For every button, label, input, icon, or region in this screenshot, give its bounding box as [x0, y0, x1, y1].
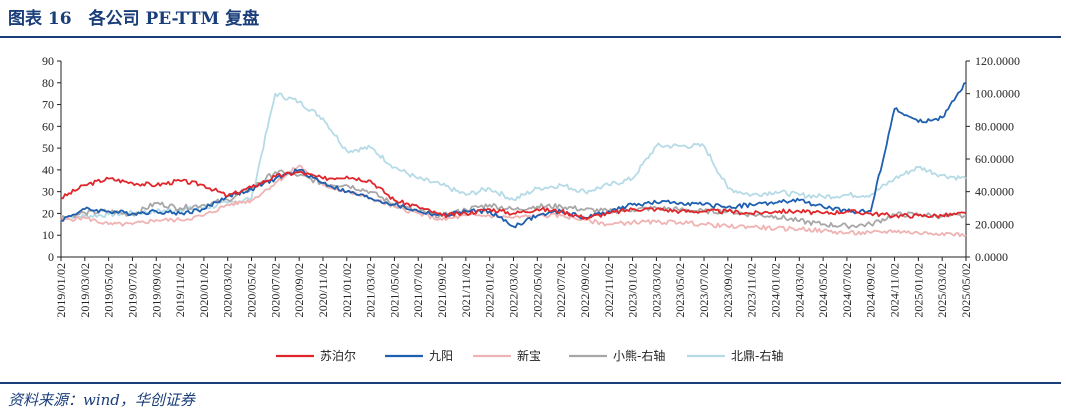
x-tick-label: 2019/11/02 — [173, 263, 187, 317]
x-tick-label: 2021/03/02 — [364, 263, 378, 318]
legend-label: 苏泊尔 — [320, 348, 356, 363]
x-tick-label: 2021/07/02 — [411, 263, 425, 318]
legend-label: 新宝 — [517, 348, 541, 363]
title-rule — [0, 36, 1061, 38]
left-tick-label: 50 — [42, 141, 54, 155]
x-tick-label: 2024/05/02 — [816, 263, 830, 318]
source-rule — [0, 382, 1061, 384]
legend-label: 北鼎-右轴 — [731, 348, 783, 363]
x-tick-label: 2025/03/02 — [935, 263, 949, 318]
x-tick-label: 2019/05/02 — [102, 263, 116, 318]
series-line-3 — [60, 164, 967, 238]
right-tick-label: 100.0000 — [975, 87, 1020, 101]
figure-title: 图表 16 各公司 PE-TTM 复盘 — [8, 9, 260, 29]
x-tick-label: 2024/03/02 — [792, 263, 806, 318]
x-tick-label: 2021/09/02 — [435, 263, 449, 318]
x-tick-label: 2020/01/02 — [197, 263, 211, 318]
right-tick-label: 0.0000 — [975, 250, 1008, 264]
series-line-5 — [60, 92, 967, 220]
left-tick-label: 70 — [42, 98, 54, 112]
x-tick-label: 2022/11/02 — [602, 263, 616, 317]
x-tick-label: 2020/09/02 — [292, 263, 306, 318]
x-tick-label: 2021/11/02 — [459, 263, 473, 317]
x-tick-label: 2024/09/02 — [864, 263, 878, 318]
x-tick-label: 2023/05/02 — [673, 263, 687, 318]
right-tick-label: 120.0000 — [975, 54, 1020, 68]
left-tick-label: 0 — [48, 250, 54, 264]
x-tick-label: 2020/05/02 — [245, 263, 259, 318]
x-tick-label: 2020/07/02 — [268, 263, 282, 318]
right-tick-label: 80.0000 — [975, 119, 1014, 133]
left-tick-label: 30 — [42, 185, 54, 199]
x-tick-label: 2021/05/02 — [387, 263, 401, 318]
right-tick-label: 60.0000 — [975, 152, 1014, 166]
series-line-1 — [60, 170, 967, 220]
x-tick-label: 2025/05/02 — [959, 263, 973, 318]
x-tick-label: 2022/09/02 — [578, 263, 592, 318]
x-tick-label: 2024/11/02 — [888, 263, 902, 317]
left-tick-label: 10 — [42, 228, 54, 242]
x-tick-label: 2019/03/02 — [78, 263, 92, 318]
x-tick-label: 2023/09/02 — [721, 263, 735, 318]
x-tick-label: 2023/03/02 — [649, 263, 663, 318]
x-tick-label: 2024/07/02 — [840, 263, 854, 318]
x-tick-label: 2020/03/02 — [221, 263, 235, 318]
left-tick-label: 20 — [42, 206, 54, 220]
x-tick-label: 2022/07/02 — [554, 263, 568, 318]
pe-ttm-chart: 0 10 20 30 40 50 60 70 80 90 0.0000 20.0000 40.0000 6… — [42, 54, 1020, 363]
legend-label: 小熊-右轴 — [613, 348, 665, 363]
x-tick-label: 2020/11/02 — [316, 263, 330, 317]
legend-label: 九阳 — [429, 349, 453, 363]
x-tick-label: 2023/11/02 — [745, 263, 759, 317]
left-tick-label: 80 — [42, 76, 54, 90]
x-tick-label: 2023/01/02 — [626, 263, 640, 318]
x-tick-label: 2019/09/02 — [149, 263, 163, 318]
x-tick-label: 2024/01/02 — [768, 263, 782, 318]
x-tick-label: 2019/01/02 — [54, 263, 68, 318]
right-tick-label: 20.0000 — [975, 217, 1014, 231]
x-tick-label: 2025/01/02 — [911, 263, 925, 318]
left-tick-label: 90 — [42, 54, 54, 68]
right-tick-label: 40.0000 — [975, 185, 1014, 199]
left-tick-label: 60 — [42, 119, 54, 133]
left-tick-label: 40 — [42, 163, 54, 177]
x-tick-label: 2022/05/02 — [530, 263, 544, 318]
x-tick-label: 2022/01/02 — [483, 263, 497, 318]
source-note: 资料来源：wind，华创证券 — [8, 391, 195, 409]
x-tick-label: 2021/01/02 — [340, 263, 354, 318]
series-line-2 — [60, 81, 967, 229]
series-line-4 — [60, 169, 967, 230]
x-tick-label: 2019/07/02 — [125, 263, 139, 318]
x-tick-label: 2023/07/02 — [697, 263, 711, 318]
x-tick-label: 2022/03/02 — [507, 263, 521, 318]
